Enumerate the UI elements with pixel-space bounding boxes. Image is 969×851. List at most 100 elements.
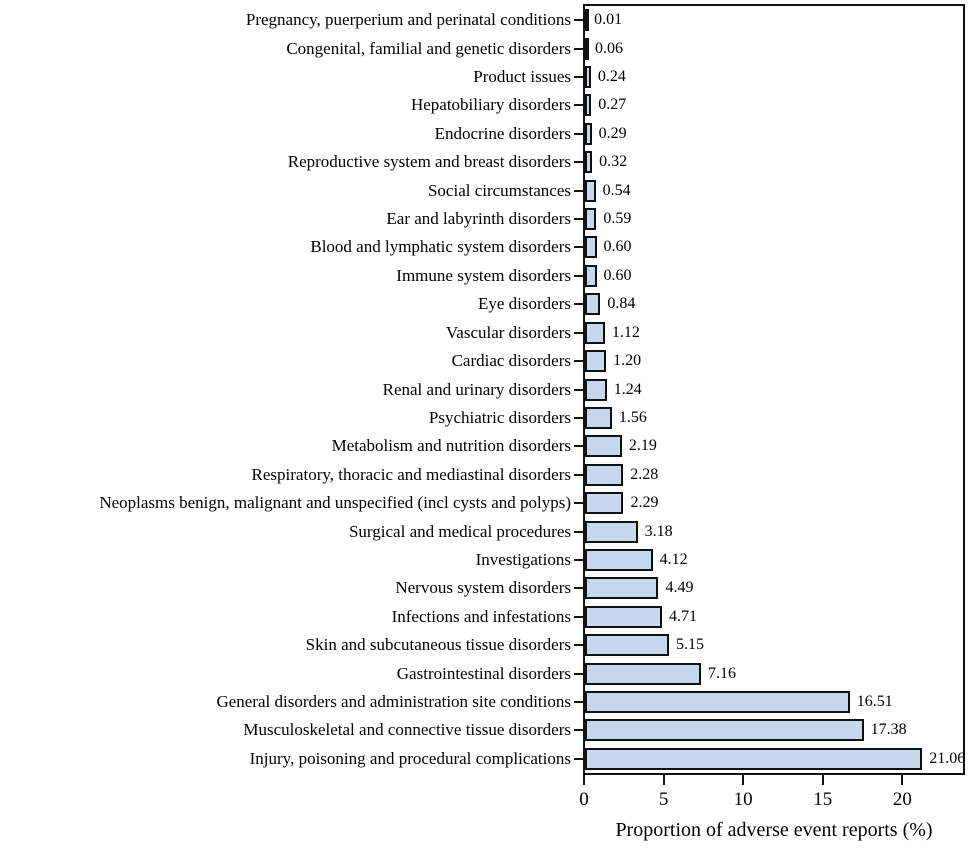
y-axis-tick xyxy=(574,360,583,363)
category-label: Pregnancy, puerperium and perinatal cond… xyxy=(245,10,571,30)
y-axis-tick xyxy=(574,473,583,476)
bar xyxy=(585,435,622,458)
category-label: Product issues xyxy=(473,67,571,87)
value-label: 1.56 xyxy=(618,408,647,426)
category-label: Skin and subcutaneous tissue disorders xyxy=(305,635,571,655)
category-label: Investigations xyxy=(475,549,571,569)
x-axis-tick-label: 10 xyxy=(733,789,753,810)
y-axis-tick xyxy=(574,303,583,306)
bar xyxy=(585,747,923,770)
category-label: Reproductive system and breast disorders xyxy=(287,152,571,172)
value-label: 0.54 xyxy=(602,181,631,199)
category-label: Vascular disorders xyxy=(445,322,571,342)
category-label: Blood and lymphatic system disorders xyxy=(310,237,571,257)
category-label: Musculoskeletal and connective tissue di… xyxy=(243,720,571,740)
y-axis-tick xyxy=(574,161,583,164)
value-label: 5.15 xyxy=(675,636,704,654)
category-label: Social circumstances xyxy=(427,180,571,200)
y-axis-tick xyxy=(574,644,583,647)
category-label: Cardiac disorders xyxy=(451,351,571,371)
value-label: 17.38 xyxy=(870,721,907,739)
bar xyxy=(585,264,597,287)
bar xyxy=(585,378,607,401)
bar xyxy=(585,208,597,231)
bar xyxy=(585,9,589,32)
value-label: 16.51 xyxy=(856,692,893,710)
category-label: Immune system disorders xyxy=(396,265,571,285)
value-label: 7.16 xyxy=(707,664,736,682)
value-label: 0.32 xyxy=(599,153,628,171)
value-label: 2.29 xyxy=(630,494,659,512)
category-label: Nervous system disorders xyxy=(395,578,571,598)
y-axis-tick xyxy=(574,416,583,419)
x-axis-tick xyxy=(742,775,745,785)
category-label: Injury, poisoning and procedural complic… xyxy=(249,748,571,768)
bar xyxy=(585,520,638,543)
bar xyxy=(585,94,592,117)
y-axis-tick xyxy=(574,132,583,135)
y-axis-tick xyxy=(574,76,583,79)
bar xyxy=(585,293,601,316)
bar xyxy=(585,350,607,373)
value-label: 1.20 xyxy=(613,352,642,370)
value-label: 4.71 xyxy=(668,607,697,625)
y-axis-tick xyxy=(574,19,583,22)
y-axis-tick xyxy=(574,331,583,334)
bar xyxy=(585,719,864,742)
category-label: Psychiatric disorders xyxy=(428,407,571,427)
category-label: Surgical and medical procedures xyxy=(348,521,571,541)
x-axis-tick xyxy=(583,775,585,785)
bar xyxy=(585,463,624,486)
bar xyxy=(585,151,593,174)
bar xyxy=(585,492,624,515)
category-label: Renal and urinary disorders xyxy=(382,379,571,399)
value-label: 0.59 xyxy=(603,210,632,228)
category-label: Infections and infestations xyxy=(391,606,571,626)
bar xyxy=(585,690,850,713)
category-label: Hepatobiliary disorders xyxy=(410,95,571,115)
category-label: General disorders and administration sit… xyxy=(216,691,571,711)
value-label: 0.60 xyxy=(603,238,632,256)
value-label: 1.24 xyxy=(613,380,642,398)
y-axis-tick xyxy=(574,274,583,277)
value-label: 21.06 xyxy=(929,749,966,767)
category-label: Congenital, familial and genetic disorde… xyxy=(286,38,571,58)
y-axis-tick xyxy=(574,700,583,703)
y-axis-tick xyxy=(574,388,583,391)
y-axis-tick xyxy=(574,47,583,50)
y-axis-tick xyxy=(574,530,583,533)
bar xyxy=(585,179,596,202)
bar xyxy=(585,548,653,571)
bar xyxy=(585,605,662,628)
x-axis-tick xyxy=(901,775,904,785)
y-axis-tick xyxy=(574,672,583,675)
x-axis-tick-label: 15 xyxy=(813,789,833,810)
value-label: 2.19 xyxy=(628,437,657,455)
value-label: 0.24 xyxy=(597,68,626,86)
y-axis-tick xyxy=(574,729,583,732)
category-label: Gastrointestinal disorders xyxy=(396,663,571,683)
y-axis-tick xyxy=(574,587,583,590)
y-axis-tick xyxy=(574,104,583,107)
category-label: Respiratory, thoracic and mediastinal di… xyxy=(251,464,571,484)
y-axis-tick xyxy=(574,757,583,760)
y-axis-tick xyxy=(574,218,583,221)
y-axis-tick xyxy=(574,502,583,505)
x-axis-tick xyxy=(662,775,665,785)
value-label: 0.84 xyxy=(607,295,636,313)
x-axis-tick-label: 0 xyxy=(579,789,589,810)
bar xyxy=(585,406,612,429)
value-label: 4.12 xyxy=(659,550,688,568)
y-axis-tick xyxy=(574,246,583,249)
category-label: Metabolism and nutrition disorders xyxy=(331,436,571,456)
value-label: 0.60 xyxy=(603,266,632,284)
value-label: 2.28 xyxy=(630,465,659,483)
bar xyxy=(585,122,592,145)
x-axis-tick-label: 20 xyxy=(892,789,912,810)
value-label: 0.01 xyxy=(594,11,623,29)
x-axis-tick-label: 5 xyxy=(658,789,669,810)
value-label: 3.18 xyxy=(644,522,673,540)
value-label: 4.49 xyxy=(665,579,694,597)
bar xyxy=(585,37,589,60)
